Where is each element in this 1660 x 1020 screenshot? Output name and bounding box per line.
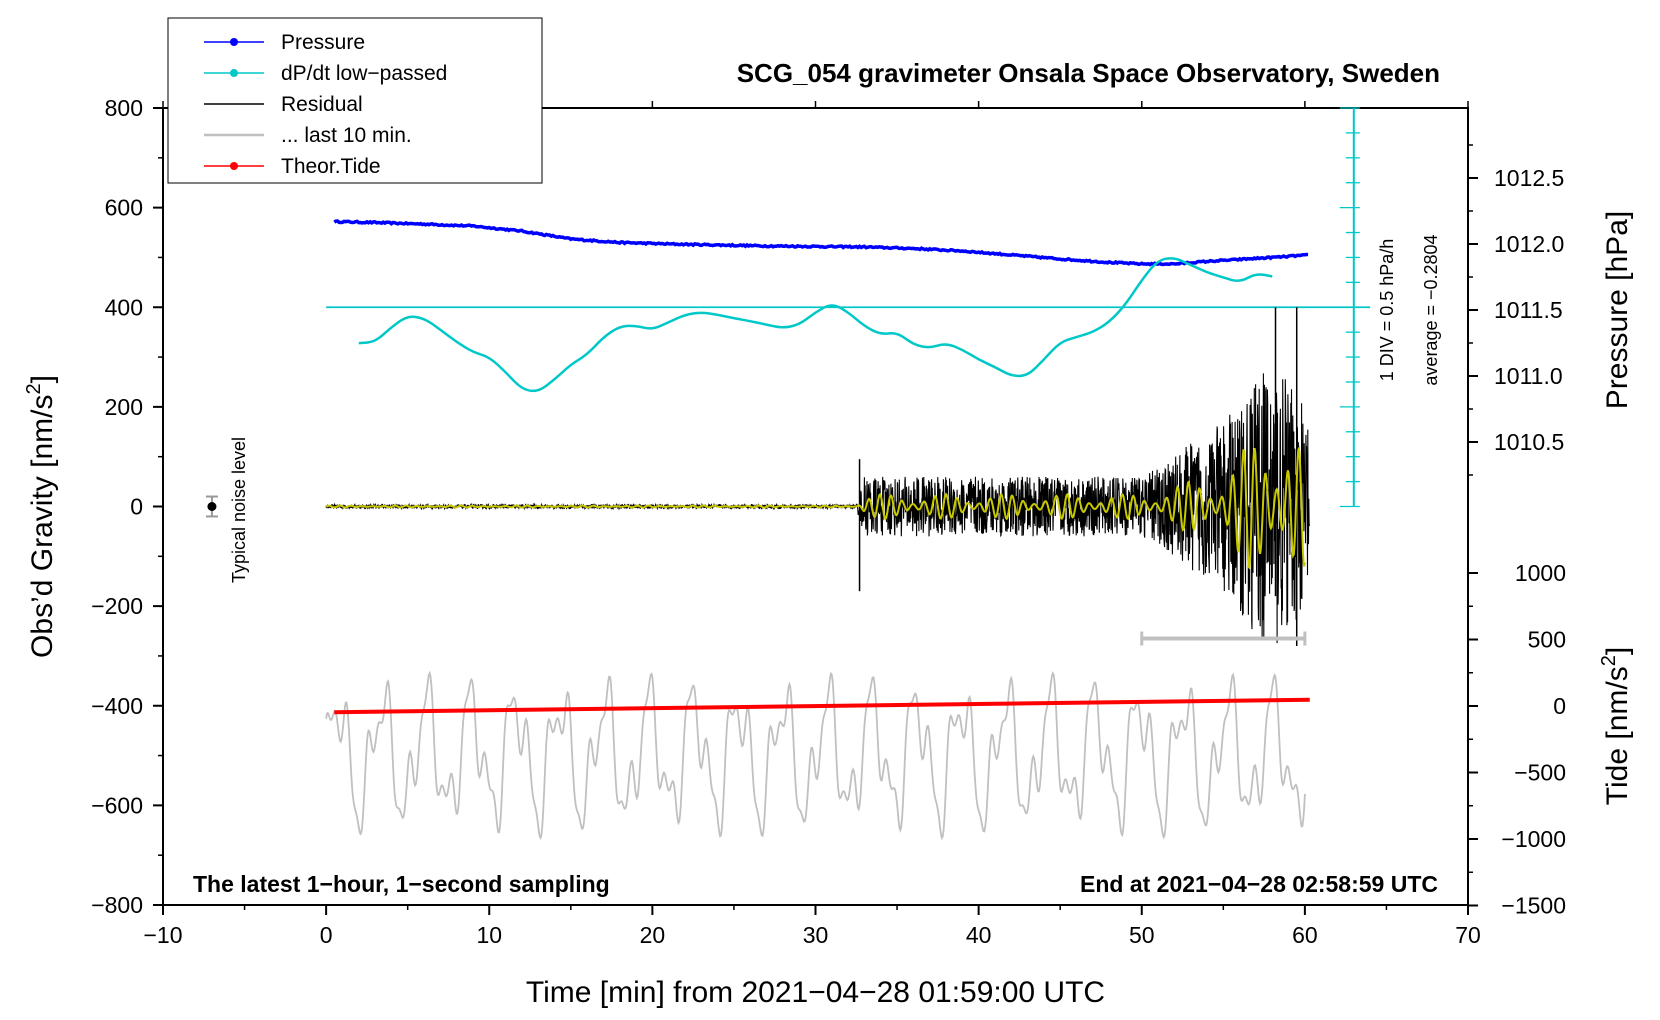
x-tick-label: 30 [803,922,829,948]
legend-label: Pressure [281,31,365,54]
x-tick-label: 10 [476,922,502,948]
scale-div-annotation: 1 DIV = 0.5 hPa/h [1377,239,1397,382]
sampling-note: The latest 1−hour, 1−second sampling [193,871,610,897]
series-residual-filtered [325,445,1306,570]
tide-tick-label: −1000 [1501,826,1566,852]
end-time-note: End at 2021−04−28 02:58:59 UTC [1080,871,1438,897]
tide-axis-label: Tide [nm/s2] [1598,647,1634,805]
legend-entry: Residual [204,93,363,116]
pressure-axis-label: Pressure [hPa] [1601,211,1634,409]
legend-entry: dP/dt low−passed [204,62,447,85]
series-group [205,107,1371,841]
legend-label: dP/dt low−passed [281,62,447,85]
y-tick-label: 0 [130,494,143,520]
legend: Pressure dP/dt low−passed Residual ... last… [167,17,543,184]
tide-tick-label: 1000 [1515,560,1566,586]
legend-swatch-marker [230,162,238,170]
legend-box [167,17,543,184]
y-tick-label: 400 [105,294,143,320]
noise-level-label: Typical noise level [229,437,249,583]
legend-swatch-marker [230,38,238,46]
y-tick-label: −600 [91,792,143,818]
x-tick-label: −10 [143,922,182,948]
legend-entry: Theor.Tide [204,155,381,178]
x-tick-label: 20 [640,922,666,948]
x-tick-label: 0 [320,922,333,948]
x-axis: −10 0 10 20 30 40 50 60 70 [143,101,1481,948]
y-tick-label: −400 [91,693,143,719]
y-axis-gravity: 800 600 400 200 0 −200 −400 −600 −800 [91,95,163,918]
pressure-tick-label: 1011.0 [1494,363,1563,389]
x-axis-label: Time [min] from 2021−04−28 01:59:00 UTC [526,976,1105,1009]
y-axis-label: Obs’d Gravity [nm/s2] [23,375,59,658]
x-tick-label: 40 [966,922,992,948]
pressure-tick-label: 1012.0 [1494,231,1564,257]
legend-label: ... last 10 min. [281,124,412,147]
chart-title: SCG_054 gravimeter Onsala Space Observat… [737,58,1440,88]
y-axis-pressure: 1012.5 1012.0 1011.5 1011.0 1010.5 [1468,144,1564,476]
y-tick-label: −800 [91,892,143,918]
y-tick-label: 200 [105,394,143,420]
legend-swatch-marker [230,69,238,77]
legend-entry: ... last 10 min. [204,124,412,147]
pressure-tick-label: 1012.5 [1494,165,1564,191]
y-axis-tide: 1000 500 0 −500 −1000 −1500 [1468,560,1566,919]
series-dpdt [358,257,1273,393]
noise-level-point [207,502,217,511]
series-theor-tide [334,697,1310,715]
y-tick-label: 600 [105,195,143,221]
x-tick-label: 60 [1292,922,1318,948]
legend-entry: Pressure [204,31,365,54]
series-residual [325,373,1310,644]
pressure-tick-label: 1011.5 [1494,297,1563,323]
y-tick-label: −200 [91,593,143,619]
tide-tick-label: −1500 [1501,893,1566,919]
tide-tick-label: 0 [1553,693,1566,719]
x-tick-label: 70 [1455,922,1481,948]
series-last-10-min [325,670,1306,841]
y-tick-label: 800 [105,95,143,121]
tide-tick-label: −500 [1514,760,1566,786]
legend-label: Theor.Tide [281,155,381,178]
pressure-tick-label: 1010.5 [1494,429,1564,455]
series-pressure [333,219,1309,267]
x-tick-label: 50 [1129,922,1155,948]
tide-tick-label: 500 [1528,627,1566,653]
legend-label: Residual [281,93,363,116]
scale-average-annotation: average = −0.2804 [1421,234,1441,385]
